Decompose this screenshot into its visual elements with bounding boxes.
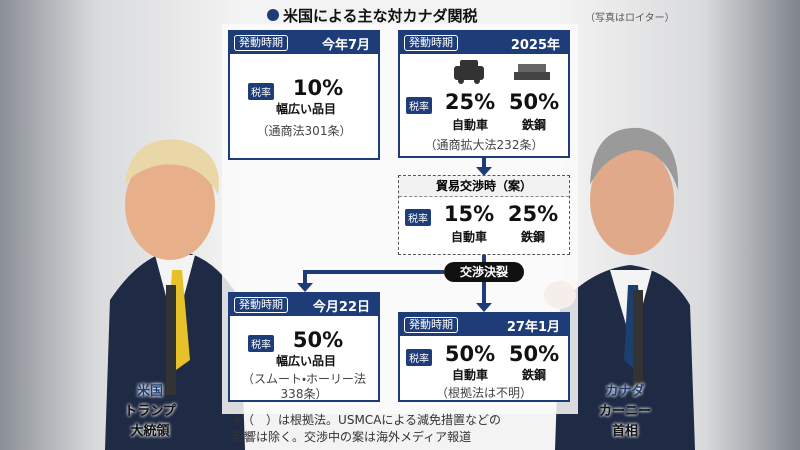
item: 鉄鋼 [521,368,547,382]
title-icon [267,9,279,21]
header-label: 発動時期 [234,35,288,51]
law: （通商拡大法232条） [424,138,544,152]
rate: 15% [443,202,495,226]
law: （通商法301条） [256,124,352,138]
trade-talks-title: 貿易交渉時（案） [399,176,569,197]
date: 今月22日 [312,300,370,315]
footnote-line: ※（ ）は根拠法。USMCAによる減免措置などの [232,413,502,427]
tariff-box: 発動時期 今月22日税率 50% 幅広い品目 （スムート・ホーリー法 338条） [228,292,380,402]
hair [590,127,679,190]
tariff-box: 発動時期 27年1月税率 50% 自動車 50% 鉄鋼 （根拠法は不明） [398,312,570,402]
title: 米国による主な対カナダ関税 [283,7,478,25]
item: 鉄鋼 [520,230,546,244]
rate-label: 税率 [406,97,432,114]
trade-talks-box: 貿易交渉時（案） 税率 15% 自動車 25% 鉄鋼 [398,175,570,255]
face [590,145,674,255]
hair [125,139,219,195]
microphone [166,285,176,395]
badge: 交渉決裂 [444,262,524,282]
rate-label: 税率 [406,349,432,366]
tariff-box: 発動時期 2025年 税率 25% 自動車 50% 鉄鋼 （通商拡大法232条） [398,30,570,158]
header-label: 発動時期 [404,317,458,333]
person-label: カナダ カーニー 首相 [585,382,665,442]
country: 米国 [136,384,163,399]
footnote-line: 影響は除く。交渉中の案は海外メディア報道 [232,430,472,444]
rate: 25% [507,202,559,226]
tariff-box: 発動時期 今年7月税率 10% 幅広い品目 （通商法301条） [228,30,380,160]
box-header: 発動時期 27年1月 [400,314,568,336]
item: 幅広い品目 [275,354,337,368]
law: 338条） [280,387,328,401]
item: 自動車 [451,368,489,382]
icons [454,60,550,84]
box-header: 発動時期 2025年 [400,32,568,54]
date: 今年7月 [321,38,370,53]
rate: 10% [292,76,344,100]
person-role: 大統領 [130,424,170,439]
person-name: カーニー [598,404,651,419]
car-icon [460,60,478,69]
box-header: 発動時期 今年7月 [230,32,378,54]
item: 自動車 [451,118,489,132]
rate-label: 税率 [248,83,274,100]
car-icon [458,78,464,84]
law: （スムート・ホーリー法 [241,372,367,386]
arrowheads [297,167,492,312]
microphone [633,290,643,395]
steel-icon [518,64,546,72]
item: 幅広い品目 [275,102,337,116]
rate: 50% [292,328,344,352]
footnote: ※（ ）は根拠法。USMCAによる減免措置などの 影響は除く。交渉中の案は海外メ… [232,412,501,446]
item: 自動車 [450,230,488,244]
rate: 50% [508,90,560,114]
car-icon [454,66,484,80]
rate-label: 税率 [405,209,431,226]
face [125,150,215,260]
steel-icon [514,72,550,80]
person-role: 首相 [611,424,638,439]
arrows [303,158,486,304]
rate: 50% [508,342,560,366]
person-name: トランプ [124,404,176,419]
person-label: 米国 トランプ 大統領 [110,382,190,442]
date: 2025年 [510,38,560,53]
header-label: 発動時期 [404,35,458,51]
photo-credit: （写真はロイター） [585,13,675,24]
law: （根拠法は不明） [435,386,532,400]
date: 27年1月 [506,320,560,335]
rate: 25% [444,90,496,114]
item: 鉄鋼 [521,118,547,132]
rate: 50% [444,342,496,366]
box-header: 発動時期 今月22日 [230,294,378,316]
rate-label: 税率 [248,335,274,352]
country: カナダ [605,384,645,399]
header-label: 発動時期 [234,297,288,313]
car-icon [474,78,480,84]
